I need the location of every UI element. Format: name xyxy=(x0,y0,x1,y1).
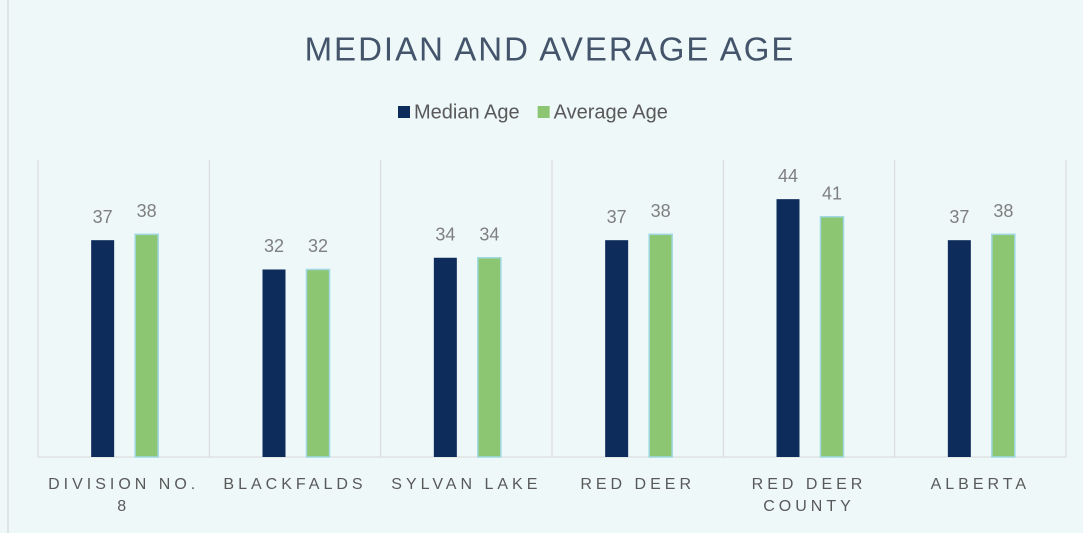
x-tick-label: SYLVAN LAKE xyxy=(391,476,542,493)
x-tick-label: DIVISION NO. 8 xyxy=(48,476,200,515)
data-label: 34 xyxy=(479,225,499,245)
x-tick-label: BLACKFALDS xyxy=(223,476,367,493)
data-label: 44 xyxy=(778,166,798,186)
legend-label: Median Age xyxy=(414,101,520,123)
x-tick-label: RED DEER COUNTY xyxy=(751,476,867,515)
bar xyxy=(262,269,286,457)
data-label: 38 xyxy=(651,201,671,221)
data-label: 32 xyxy=(308,236,328,256)
bar xyxy=(605,240,629,457)
bar xyxy=(991,233,1016,458)
bar xyxy=(947,240,971,457)
data-label: 37 xyxy=(93,207,113,227)
bar xyxy=(648,233,673,458)
bar xyxy=(433,257,457,457)
bar xyxy=(819,215,845,458)
data-label: 41 xyxy=(822,183,842,203)
data-label: 38 xyxy=(137,201,157,221)
bar xyxy=(91,240,115,457)
x-tick-label: RED DEER xyxy=(580,476,695,493)
legend-swatch xyxy=(537,106,550,118)
data-label: 38 xyxy=(993,201,1013,221)
data-label: 32 xyxy=(264,236,284,256)
bar xyxy=(477,257,502,458)
chart-title: MEDIAN AND AVERAGE AGE xyxy=(305,31,796,68)
legend-label: Average Age xyxy=(554,101,668,123)
bar xyxy=(134,233,159,458)
legend-swatch xyxy=(398,106,410,118)
bar xyxy=(305,268,331,458)
data-label: 37 xyxy=(607,207,627,227)
x-tick-label: ALBERTA xyxy=(930,476,1031,493)
data-label: 37 xyxy=(949,207,969,227)
data-label: 34 xyxy=(435,225,455,245)
bar xyxy=(776,199,800,457)
